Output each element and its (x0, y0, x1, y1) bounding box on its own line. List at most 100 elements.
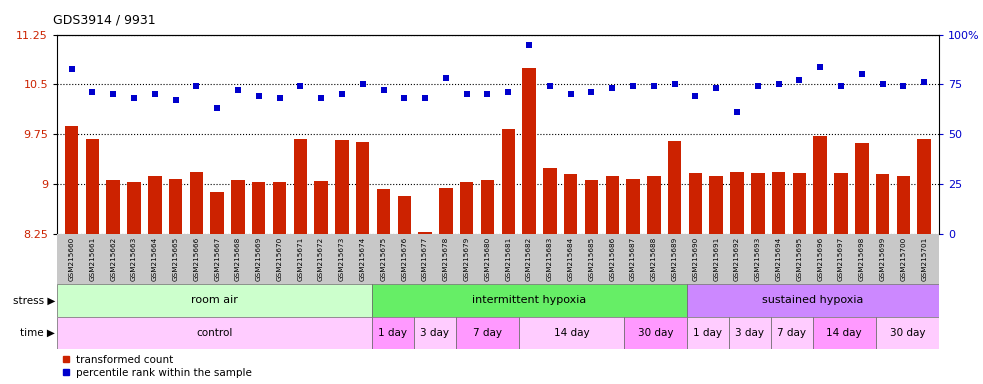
Text: GSM215689: GSM215689 (671, 237, 677, 281)
Point (293, 83, 309, 89)
Text: 14 day: 14 day (827, 328, 862, 338)
Bar (792, 173, 806, 234)
Text: GSM215697: GSM215697 (838, 237, 844, 281)
Point (521, 41, 537, 48)
Point (500, 89, 516, 96)
Bar (57, 284, 372, 317)
Text: GSM215698: GSM215698 (859, 237, 865, 281)
Bar (835, 173, 847, 234)
Bar (585, 180, 599, 234)
Bar (606, 175, 619, 234)
Text: GSM215700: GSM215700 (900, 237, 906, 281)
Bar (481, 180, 494, 234)
Bar (519, 317, 624, 349)
Text: GSM215691: GSM215691 (714, 237, 720, 281)
Text: sustained hypoxia: sustained hypoxia (762, 295, 863, 306)
Bar (414, 317, 456, 349)
Point (729, 109, 745, 116)
Bar (315, 181, 328, 234)
Bar (272, 182, 286, 234)
Point (376, 88, 391, 94)
Text: GSM215678: GSM215678 (443, 237, 449, 281)
Bar (728, 317, 771, 349)
Bar (771, 317, 813, 349)
Bar (855, 143, 869, 234)
Bar (294, 139, 307, 234)
Bar (86, 139, 99, 234)
Text: 14 day: 14 day (553, 328, 589, 338)
Text: stress ▶: stress ▶ (13, 295, 55, 306)
Bar (127, 182, 141, 234)
Text: GSM215701: GSM215701 (921, 237, 927, 281)
Text: GSM215660: GSM215660 (69, 237, 75, 281)
Bar (372, 284, 687, 317)
Text: GSM215680: GSM215680 (485, 237, 491, 281)
Bar (210, 192, 224, 234)
Bar (689, 173, 702, 234)
Text: GSM215699: GSM215699 (880, 237, 886, 281)
Text: GSM215693: GSM215693 (755, 237, 761, 281)
Point (438, 75, 454, 81)
Point (314, 95, 329, 101)
Text: GSM215683: GSM215683 (547, 237, 552, 281)
Point (916, 79, 932, 86)
Point (584, 89, 600, 96)
Bar (397, 195, 411, 234)
Text: GSM215696: GSM215696 (817, 237, 823, 281)
Point (126, 95, 142, 101)
Point (709, 85, 724, 91)
Bar (169, 179, 182, 234)
Point (271, 95, 287, 101)
Point (417, 95, 433, 101)
Bar (522, 68, 536, 234)
Bar (456, 317, 519, 349)
Text: GSM215670: GSM215670 (276, 237, 282, 281)
Text: time ▶: time ▶ (21, 328, 55, 338)
Text: 1 day: 1 day (378, 328, 407, 338)
Bar (667, 141, 681, 234)
Text: GSM215662: GSM215662 (110, 237, 116, 281)
Bar (917, 139, 931, 234)
Point (85, 89, 100, 96)
Text: GSM215692: GSM215692 (734, 237, 740, 281)
Bar (439, 188, 452, 234)
Bar (896, 175, 910, 234)
Point (687, 93, 703, 99)
Text: 1 day: 1 day (693, 328, 723, 338)
Text: GSM215673: GSM215673 (339, 237, 345, 281)
Bar (624, 317, 687, 349)
Text: control: control (197, 328, 233, 338)
Point (563, 91, 579, 98)
Bar (814, 136, 827, 234)
Point (396, 95, 412, 101)
Point (480, 91, 495, 98)
Text: GSM215671: GSM215671 (297, 237, 304, 281)
Point (625, 83, 641, 89)
Bar (876, 174, 890, 234)
Bar (687, 284, 939, 317)
Point (146, 91, 162, 98)
Text: GSM215676: GSM215676 (401, 237, 407, 281)
Text: GSM215668: GSM215668 (235, 237, 241, 281)
Point (459, 91, 475, 98)
Point (605, 85, 620, 91)
Text: GSM215667: GSM215667 (214, 237, 220, 281)
Text: GSM215687: GSM215687 (630, 237, 636, 281)
Text: GSM215682: GSM215682 (526, 237, 532, 281)
Point (334, 91, 350, 98)
Point (542, 83, 557, 89)
Text: GSM215688: GSM215688 (651, 237, 657, 281)
Point (189, 83, 204, 89)
Text: GSM215681: GSM215681 (505, 237, 511, 281)
Text: GSM215694: GSM215694 (776, 237, 781, 281)
Bar (626, 179, 640, 234)
Point (64, 65, 80, 71)
Bar (106, 180, 120, 234)
Bar (57, 317, 372, 349)
Text: 30 day: 30 day (638, 328, 673, 338)
Text: GSM215663: GSM215663 (131, 237, 137, 281)
Bar (501, 129, 515, 234)
Point (251, 93, 266, 99)
Point (854, 71, 870, 78)
Bar (772, 172, 785, 234)
